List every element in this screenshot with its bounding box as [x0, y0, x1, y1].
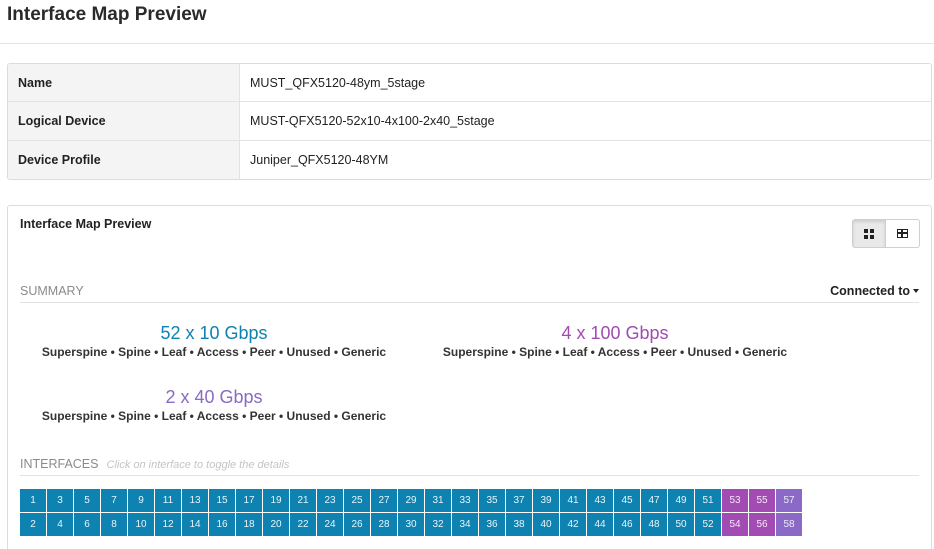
- panel-title: Interface Map Preview: [20, 217, 152, 231]
- property-value: MUST_QFX5120-48ym_5stage: [250, 75, 426, 90]
- view-toggle: [852, 219, 920, 248]
- properties-table: Name MUST_QFX5120-48ym_5stage Logical De…: [7, 63, 932, 180]
- interface-port-42[interactable]: 42: [560, 513, 586, 536]
- interfaces-heading-label: INTERFACES: [20, 457, 99, 471]
- interface-port-56[interactable]: 56: [749, 513, 775, 536]
- speed-group-100g: 4 x 100 Gbps Superspine • Spine • Leaf •…: [415, 322, 815, 359]
- interface-port-40[interactable]: 40: [533, 513, 559, 536]
- interface-port-23[interactable]: 23: [317, 489, 343, 512]
- interface-port-13[interactable]: 13: [182, 489, 208, 512]
- interface-port-44[interactable]: 44: [587, 513, 613, 536]
- interface-port-3[interactable]: 3: [47, 489, 73, 512]
- speed-title: 2 x 40 Gbps: [165, 387, 263, 407]
- interface-port-46[interactable]: 46: [614, 513, 640, 536]
- interface-port-41[interactable]: 41: [560, 489, 586, 512]
- interface-port-55[interactable]: 55: [749, 489, 775, 512]
- interface-port-7[interactable]: 7: [101, 489, 127, 512]
- interface-port-34[interactable]: 34: [452, 513, 478, 536]
- interface-port-33[interactable]: 33: [452, 489, 478, 512]
- interface-port-4[interactable]: 4: [47, 513, 73, 536]
- property-value: MUST-QFX5120-52x10-4x100-2x40_5stage: [250, 113, 495, 128]
- interface-port-27[interactable]: 27: [371, 489, 397, 512]
- interface-port-24[interactable]: 24: [317, 513, 343, 536]
- interface-port-12[interactable]: 12: [155, 513, 181, 536]
- interface-port-15[interactable]: 15: [209, 489, 235, 512]
- summary-heading: SUMMARY Connected to: [20, 284, 919, 303]
- interface-port-52[interactable]: 52: [695, 513, 721, 536]
- interfaces-heading: INTERFACES Click on interface to toggle t…: [20, 457, 919, 476]
- title-divider: [0, 43, 934, 44]
- connected-to-dropdown[interactable]: Connected to: [830, 284, 919, 298]
- speed-title: 52 x 10 Gbps: [160, 323, 268, 343]
- table-view-button[interactable]: [886, 219, 920, 248]
- connected-to-label: Connected to: [830, 284, 910, 298]
- speed-roles: Superspine • Spine • Leaf • Access • Pee…: [41, 409, 387, 423]
- interface-port-38[interactable]: 38: [506, 513, 532, 536]
- interface-port-14[interactable]: 14: [182, 513, 208, 536]
- speed-group-10g: 52 x 10 Gbps Superspine • Spine • Leaf •…: [14, 322, 414, 359]
- property-value: Juniper_QFX5120-48YM: [250, 152, 389, 167]
- interface-port-17[interactable]: 17: [236, 489, 262, 512]
- interface-port-29[interactable]: 29: [398, 489, 424, 512]
- property-key: Name: [8, 64, 240, 102]
- interface-port-47[interactable]: 47: [641, 489, 667, 512]
- interfaces-hint: Click on interface to toggle the details: [106, 459, 290, 471]
- interface-port-18[interactable]: 18: [236, 513, 262, 536]
- speed-roles: Superspine • Spine • Leaf • Access • Pee…: [442, 345, 788, 359]
- interface-port-43[interactable]: 43: [587, 489, 613, 512]
- interface-port-48[interactable]: 48: [641, 513, 667, 536]
- property-key: Device Profile: [8, 140, 240, 179]
- interface-port-11[interactable]: 11: [155, 489, 181, 512]
- card-view-button[interactable]: [852, 219, 886, 248]
- property-row-device-profile: Device Profile Juniper_QFX5120-48YM: [8, 140, 931, 179]
- interface-port-25[interactable]: 25: [344, 489, 370, 512]
- summary-heading-label: SUMMARY: [20, 284, 84, 298]
- property-row-logical-device: Logical Device MUST-QFX5120-52x10-4x100-…: [8, 102, 931, 141]
- interface-port-10[interactable]: 10: [128, 513, 154, 536]
- property-row-name: Name MUST_QFX5120-48ym_5stage: [8, 64, 931, 103]
- interface-port-16[interactable]: 16: [209, 513, 235, 536]
- interface-port-53[interactable]: 53: [722, 489, 748, 512]
- interface-port-8[interactable]: 8: [101, 513, 127, 536]
- grid-view-icon: [864, 228, 874, 239]
- interface-ports: 1 3 5 7 9 11 13 15 17 19 21 23 25 27 29 31 33 35 37 39 41 43 4…: [20, 489, 803, 536]
- table-view-icon: [897, 229, 908, 238]
- interface-port-57[interactable]: 57: [776, 489, 802, 512]
- interface-port-28[interactable]: 28: [371, 513, 397, 536]
- property-key: Logical Device: [8, 102, 240, 140]
- interface-port-58[interactable]: 58: [776, 513, 802, 536]
- speed-title: 4 x 100 Gbps: [561, 323, 669, 343]
- page-title: Interface Map Preview: [7, 4, 207, 25]
- interface-port-1[interactable]: 1: [20, 489, 46, 512]
- interface-port-50[interactable]: 50: [668, 513, 694, 536]
- interface-port-31[interactable]: 31: [425, 489, 451, 512]
- interface-port-9[interactable]: 9: [128, 489, 154, 512]
- interface-port-26[interactable]: 26: [344, 513, 370, 536]
- interface-port-19[interactable]: 19: [263, 489, 289, 512]
- interface-port-20[interactable]: 20: [263, 513, 289, 536]
- interface-port-51[interactable]: 51: [695, 489, 721, 512]
- interface-port-30[interactable]: 30: [398, 513, 424, 536]
- interface-port-32[interactable]: 32: [425, 513, 451, 536]
- interface-port-37[interactable]: 37: [506, 489, 532, 512]
- interface-port-6[interactable]: 6: [74, 513, 100, 536]
- interface-port-21[interactable]: 21: [290, 489, 316, 512]
- caret-down-icon: [913, 289, 919, 293]
- interface-port-39[interactable]: 39: [533, 489, 559, 512]
- interface-port-49[interactable]: 49: [668, 489, 694, 512]
- interface-port-2[interactable]: 2: [20, 513, 46, 536]
- interface-map-preview-panel: Interface Map Preview SUMMARY Connected …: [7, 205, 932, 549]
- interface-port-22[interactable]: 22: [290, 513, 316, 536]
- speed-roles: Superspine • Spine • Leaf • Access • Pee…: [41, 345, 387, 359]
- interface-port-36[interactable]: 36: [479, 513, 505, 536]
- ports-top-row: 1 3 5 7 9 11 13 15 17 19 21 23 25 27 29 31 33 35 37 39 41 43 4…: [20, 489, 803, 512]
- interface-port-45[interactable]: 45: [614, 489, 640, 512]
- speed-group-40g: 2 x 40 Gbps Superspine • Spine • Leaf • …: [14, 386, 414, 423]
- interface-port-35[interactable]: 35: [479, 489, 505, 512]
- ports-bottom-row: 2 4 6 8 10 12 14 16 18 20 22 24 26 28 30 32 34 36 38 40 42 44…: [20, 513, 803, 536]
- interface-port-54[interactable]: 54: [722, 513, 748, 536]
- interface-port-5[interactable]: 5: [74, 489, 100, 512]
